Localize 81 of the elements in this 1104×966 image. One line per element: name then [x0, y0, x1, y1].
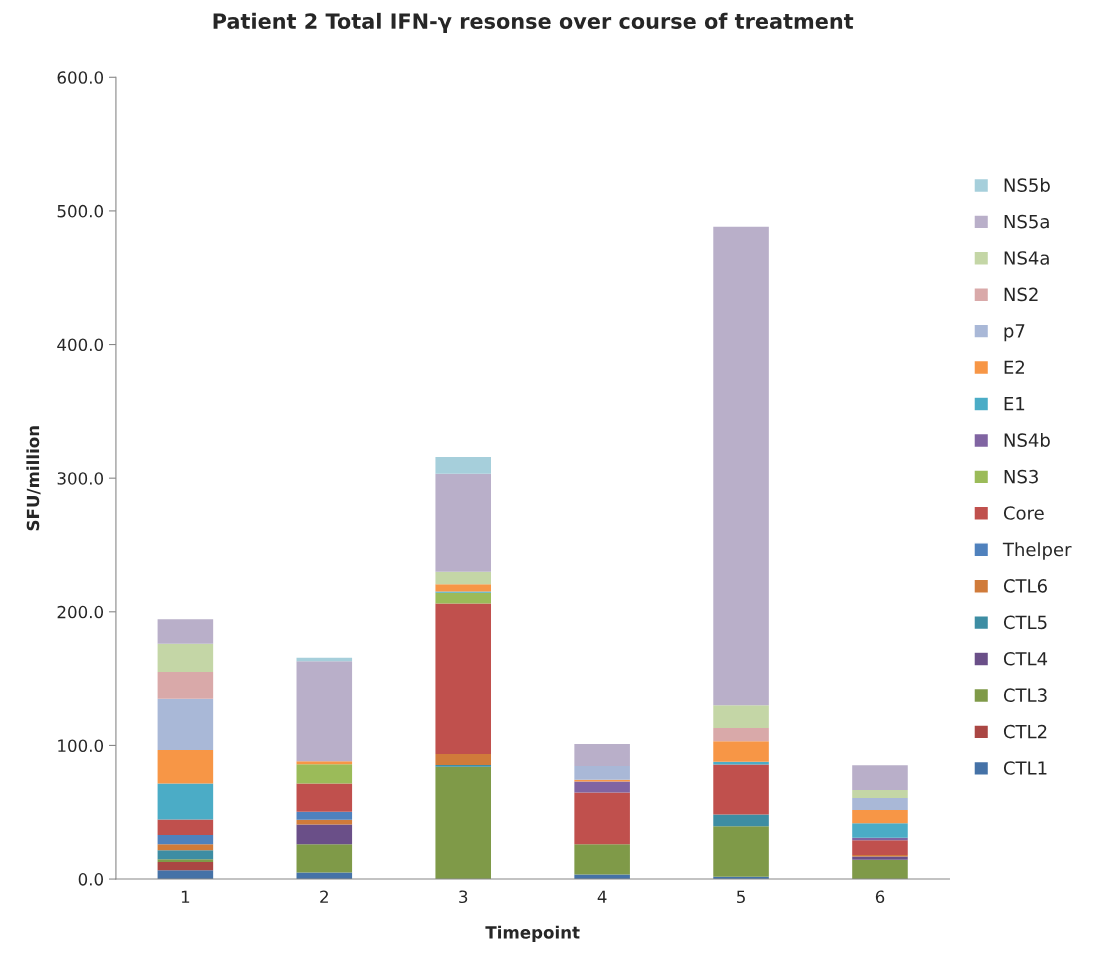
x-axis-title: Timepoint: [485, 925, 580, 942]
bar: [296, 819, 353, 825]
bar: [852, 823, 908, 838]
bar: [574, 792, 630, 845]
bar: [713, 741, 769, 762]
x-tick-label: 3: [459, 890, 468, 904]
legend-label: CTL4: [1003, 651, 1048, 666]
bar: [157, 844, 214, 851]
bar: [296, 811, 353, 820]
y-tick-label: 500.0: [57, 204, 104, 218]
bar: [157, 819, 214, 835]
bar: [157, 643, 214, 672]
bar: [574, 781, 630, 793]
bar: [296, 783, 353, 812]
legend-label: NS4a: [1004, 251, 1049, 265]
y-tick-label: 0.0: [78, 873, 104, 886]
bar: [296, 761, 353, 765]
bar: [852, 810, 908, 824]
bar: [157, 861, 214, 871]
bar: [157, 850, 214, 860]
bar: [852, 790, 908, 799]
bar: [713, 226, 769, 706]
legend-label: Thelper: [1002, 542, 1072, 560]
bar: [713, 764, 769, 815]
bar: [157, 870, 214, 880]
legend-label: NS4b: [1004, 433, 1050, 447]
bar: [852, 798, 908, 811]
legend-label: E2: [1004, 360, 1024, 374]
legend-label: CTL5: [1003, 615, 1047, 630]
x-tick-label: 6: [875, 890, 885, 904]
y-tick-label: 200.0: [57, 605, 104, 619]
bar: [157, 619, 214, 644]
legend-label: E1: [1004, 397, 1025, 411]
bar: [157, 750, 214, 784]
bar: [435, 473, 491, 572]
bar: [296, 764, 353, 784]
bar: [157, 698, 214, 751]
x-tick-label: 5: [737, 890, 745, 904]
bar: [852, 859, 908, 880]
bar: [157, 671, 214, 699]
bar: [574, 766, 630, 780]
legend-label: NS3: [1004, 469, 1038, 484]
bar: [435, 457, 491, 474]
legend-label: Core: [1003, 506, 1044, 520]
legend-label: CTL1: [1003, 761, 1047, 775]
bar: [713, 705, 769, 728]
legend-label: NS2: [1004, 287, 1038, 302]
legend-label: NS5b: [1004, 177, 1050, 192]
bar: [574, 844, 630, 875]
legend-label: CTL3: [1003, 688, 1047, 703]
bar: [713, 814, 769, 827]
bar: [435, 592, 491, 604]
bar: [296, 661, 353, 762]
bar: [435, 584, 491, 592]
chart-title: Patient 2 Total IFN-γ resonse over course of treatment: [213, 12, 854, 33]
bar: [157, 783, 214, 820]
bar: [435, 603, 491, 754]
bar: [296, 824, 353, 845]
legend-label: CTL2: [1003, 724, 1047, 739]
y-axis-title: SFU/million: [26, 426, 41, 531]
legend-label: CTL6: [1003, 579, 1047, 593]
y-tick-label: 400.0: [57, 338, 104, 352]
bar: [852, 840, 908, 856]
y-tick-label: 300.0: [57, 472, 104, 485]
x-tick-label: 2: [320, 890, 328, 903]
bar: [157, 834, 214, 845]
x-tick-label: 1: [181, 890, 190, 903]
y-tick-label: 100.0: [58, 739, 104, 752]
bar: [296, 844, 353, 873]
legend-label: p7: [1004, 324, 1025, 342]
bar: [713, 826, 769, 877]
x-tick-label: 4: [597, 890, 607, 903]
bar: [574, 743, 630, 767]
bar: [435, 753, 491, 765]
bar: [713, 727, 769, 742]
bar: [435, 571, 491, 585]
bar: [157, 859, 214, 862]
bar: [852, 765, 908, 791]
y-tick-label: 600.0: [57, 71, 104, 84]
legend-label: NS5a: [1004, 214, 1049, 229]
bar: [435, 766, 491, 880]
